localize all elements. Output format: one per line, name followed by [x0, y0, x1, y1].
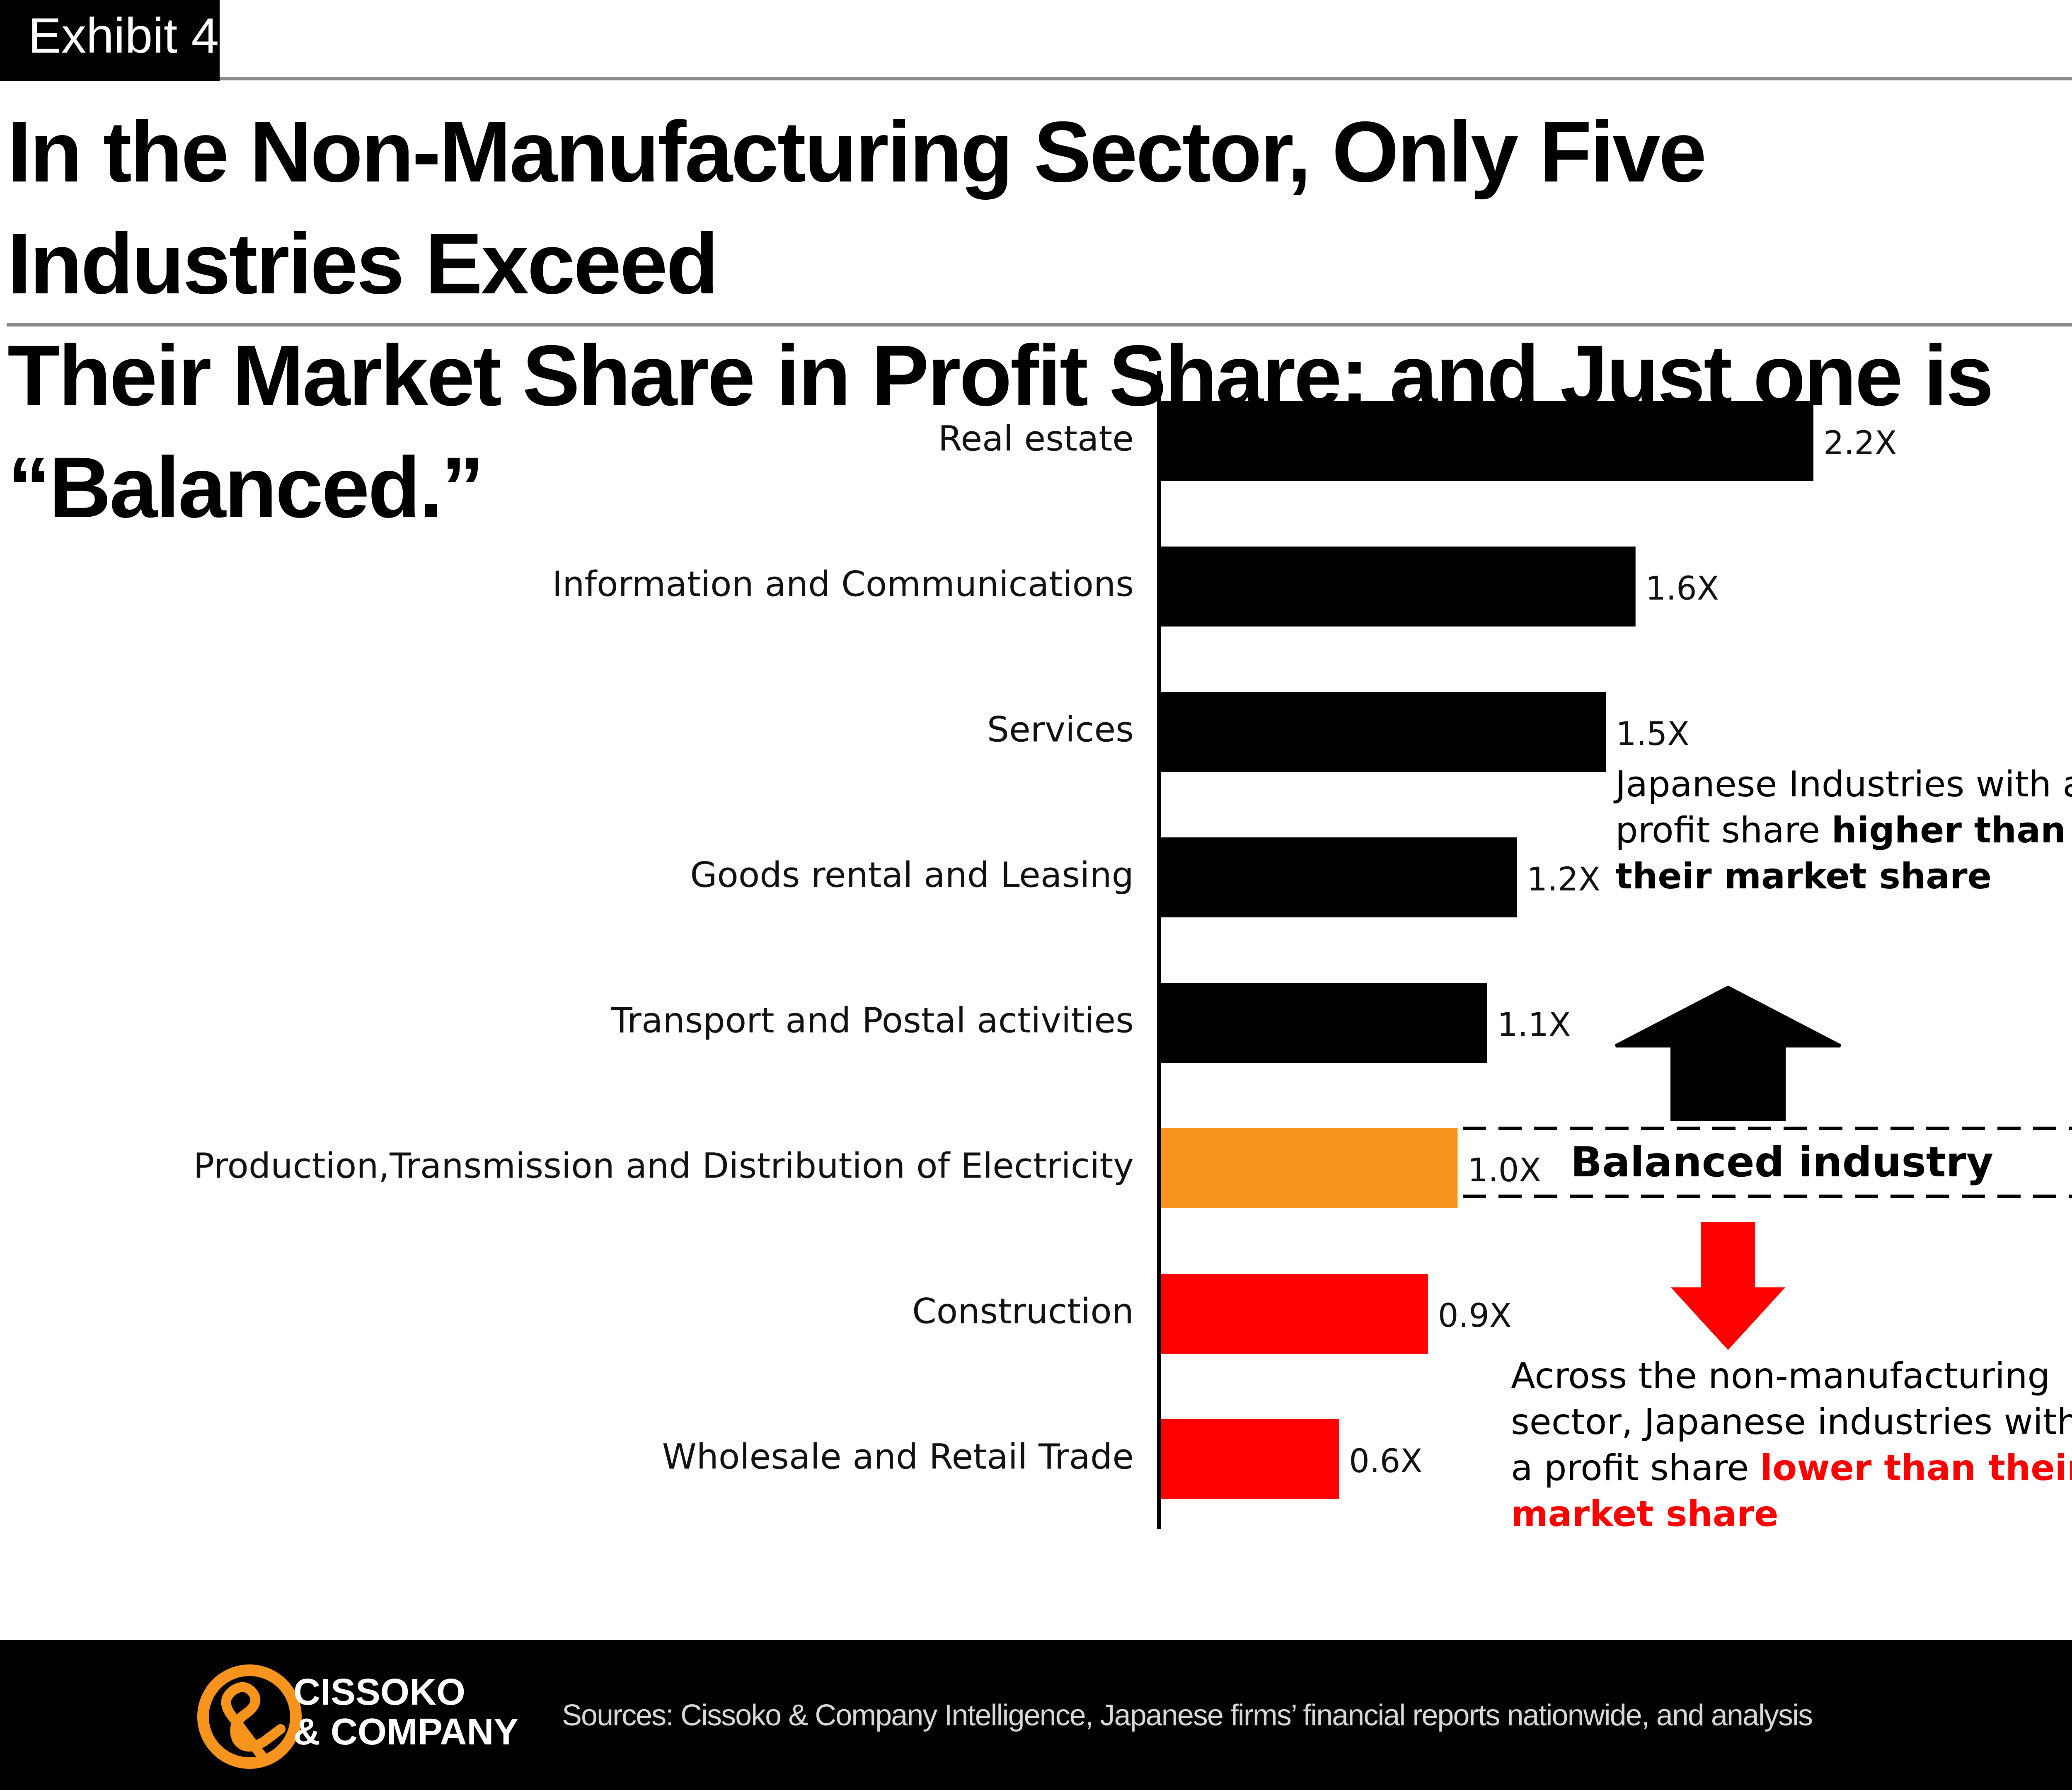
brand-line-2: & COMPANY	[293, 1711, 519, 1753]
data-label-7: 0.9X	[1438, 1297, 1511, 1335]
bar-6	[1161, 1128, 1458, 1208]
category-label-8: Wholesale and Retail Trade	[662, 1436, 1134, 1477]
data-label-4: 1.2X	[1527, 861, 1600, 898]
arrow-down-icon	[1671, 1222, 1785, 1350]
data-label-8: 0.6X	[1349, 1443, 1422, 1480]
data-label-3: 1.5X	[1616, 716, 1689, 753]
title-line-1: In the Non-Manufacturing Sector, Only Fi…	[7, 104, 1706, 312]
category-label-1: Real estate	[938, 418, 1134, 459]
bar-5	[1161, 983, 1487, 1063]
annotation-higher-bold: higher than their market share	[1615, 810, 2066, 897]
data-label-6: 1.0X	[1467, 1152, 1541, 1189]
bar-7	[1161, 1274, 1428, 1354]
title-rule	[7, 323, 2072, 327]
bar-1	[1161, 401, 1813, 481]
annotation-lower-plain: Across the non-manufacturing sector, Jap…	[1511, 1355, 2072, 1489]
bar-3	[1161, 692, 1606, 772]
arrow-up-icon	[1615, 985, 1841, 1121]
category-label-3: Services	[987, 709, 1134, 750]
annotation-balanced: Balanced industry	[1571, 1138, 1994, 1186]
exhibit-label: Exhibit 4	[0, 0, 220, 81]
sources-note: Sources: Cissoko & Company Intelligence,…	[562, 1699, 1813, 1732]
category-label-4: Goods rental and Leasing	[690, 854, 1134, 895]
annotation-higher: Japanese Industries with a profit share …	[1615, 762, 2072, 900]
top-rule	[220, 77, 2072, 80]
bars-group: Real estate 2.2X Information and Communica…	[194, 401, 1897, 1499]
bar-8	[1161, 1419, 1339, 1499]
bar-4	[1161, 837, 1517, 917]
data-label-5: 1.1X	[1497, 1006, 1571, 1044]
annotation-lower: Across the non-manufacturing sector, Jap…	[1511, 1353, 2072, 1537]
annotation-lower-bold: lower than their market share	[1511, 1447, 2072, 1535]
markers-group	[1463, 985, 2072, 1350]
category-label-2: Information and Communications	[552, 564, 1134, 604]
annotation-higher-plain: Japanese Industries with a profit share	[1615, 764, 2072, 851]
page-title: In the Non-Manufacturing Sector, Only Fi…	[7, 96, 2072, 544]
footer: CISSOKO & COMPANY Sources: Cissoko & Com…	[0, 1640, 2072, 1790]
brand-name: CISSOKO & COMPANY	[293, 1672, 518, 1752]
data-label-1: 2.2X	[1823, 425, 1897, 462]
data-label-2: 1.6X	[1646, 570, 1719, 607]
bar-chart: Real estate 2.2X Information and Communica…	[194, 371, 2072, 1529]
category-label-6: Production,Transmission and Distribution…	[194, 1145, 1134, 1186]
category-label-5: Transport and Postal activities	[610, 1000, 1134, 1040]
bar-2	[1161, 547, 1636, 626]
category-label-7: Construction	[912, 1291, 1134, 1331]
ampersand-logo-icon	[197, 1664, 302, 1769]
brand-line-1: CISSOKO	[293, 1671, 466, 1713]
